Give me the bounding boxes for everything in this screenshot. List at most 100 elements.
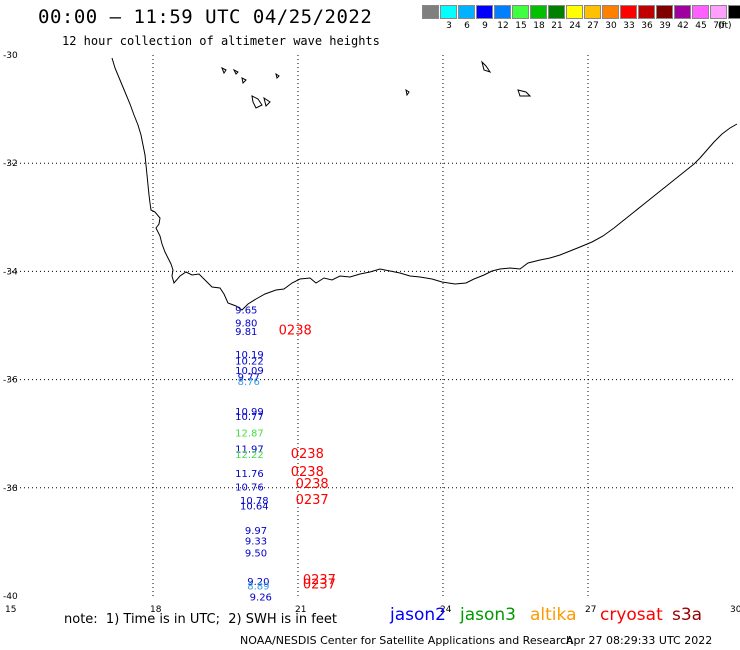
island-6 [481,60,492,73]
legend-swatch [638,5,655,19]
lat-label: -40 [3,592,18,602]
lat-label: -34 [3,267,18,277]
wave-height-label: 10.76 [235,483,264,494]
footer-note: note: 1) Time is in UTC; 2) SWH is in fe… [64,612,337,627]
legend-unit: (ft) [718,21,732,31]
wave-height-label: 9.77 [238,373,260,384]
legend-swatch [692,5,709,19]
legend-swatch [728,5,740,19]
wave-height-label: 10.99 [235,407,264,418]
wave-height-label: 9.81 [235,327,257,338]
island-2 [232,68,239,75]
lon-label: 18 [150,605,162,615]
lon-label: 30 [730,605,740,615]
legend-swatch [548,5,565,19]
pass-time-label: 0238 [291,465,324,480]
color-legend [422,5,740,19]
wave-height-label: 8.76 [238,377,260,388]
legend-swatch [494,5,511,19]
wave-height-label: 12.22 [235,450,264,461]
timestamp: Apr 27 08:29:33 UTC 2022 [566,634,713,647]
axis-labels: -30 -32 -34 -36 -38 -40 15 18 21 24 27 30 [3,51,740,615]
legend-swatch [440,5,457,19]
island-8 [405,88,410,97]
satellite-s3a: s3a [672,605,703,625]
lon-label: 27 [585,605,596,615]
legend-swatch [674,5,691,19]
island-7 [517,89,532,97]
legend-swatch [620,5,637,19]
legend-label: 36 [641,21,653,31]
legend-label: 70 [713,21,725,31]
pass-time-label: 0237 [303,577,336,592]
wave-height-label: 9.20 [247,577,269,588]
coastline-path [111,57,738,311]
wave-height-label: 12.87 [235,428,264,439]
legend-label: 39 [659,21,671,31]
island-3 [241,77,247,85]
wave-height-label: 10.09 [235,366,264,377]
wave-height-label: 9.97 [245,526,267,537]
island-4 [251,95,263,109]
lat-label: -30 [3,51,18,61]
legend-swatch [458,5,475,19]
wave-height-label: 10.22 [235,356,264,367]
wave-height-label: 9.65 [235,306,257,317]
legend-swatch [422,5,439,19]
coastline [111,57,738,311]
legend-label: 21 [551,21,563,31]
island-5 [263,96,271,107]
map-subtitle: 12 hour collection of altimeter wave hei… [62,34,380,48]
wave-height-label: 10.19 [235,350,264,361]
island-9 [275,72,280,79]
legend-swatch [710,5,727,19]
wave-height-label: 10.77 [235,412,264,423]
legend-label: 45 [695,21,707,31]
satellite-jason2: jason2 [390,605,446,625]
wave-height-label: 9.33 [245,537,267,548]
pass-time-label: 0238 [279,324,312,339]
wave-height-label: 9.80 [235,319,257,330]
wave-height-label: 10.78 [240,496,269,507]
map-frame [8,55,733,596]
legend-label: 33 [623,21,635,31]
legend-swatch [566,5,583,19]
legend-label: 18 [533,21,545,31]
pass-time-label: 0238 [296,477,329,492]
legend-label: 24 [569,21,581,31]
wave-height-label: 11.76 [235,469,264,480]
legend-label: 3 [446,21,452,31]
legend-label: 30 [605,21,617,31]
legend-swatch [584,5,601,19]
lat-lon-grid [8,55,733,596]
legend-swatch [530,5,547,19]
wave-height-label: 8.89 [247,582,269,593]
legend-swatch [512,5,529,19]
lon-label: 21 [295,605,306,615]
wave-height-label: 11.97 [235,445,264,456]
legend-swatch [476,5,493,19]
legend-label: 15 [515,21,527,31]
map-title: 00:00 – 11:59 UTC 04/25/2022 [38,6,373,28]
legend-label: 6 [464,21,470,31]
lat-label: -36 [3,376,18,386]
lon-label: 15 [5,605,16,615]
satellite-altika: altika [530,605,577,625]
lat-label: -32 [3,159,18,169]
satellite-cryosat: cryosat [600,605,663,625]
legend-label: 42 [677,21,689,31]
wave-height-label: 9.50 [245,549,267,560]
legend-label: 12 [497,21,509,31]
pass-time-label: 0237 [296,493,329,508]
wave-height-label: 9.26 [250,592,272,603]
color-legend-labels: 3 6 9 12 15 18 21 24 27 30 33 36 39 42 45 70 [422,21,728,31]
island-1 [221,66,227,75]
pass-time-label: 0238 [291,447,324,462]
lat-label: -38 [3,484,18,494]
legend-swatch [656,5,673,19]
legend-label: 27 [587,21,599,31]
wave-height-label: 10.64 [240,501,269,512]
pass-time-label: 0237 [303,573,336,588]
